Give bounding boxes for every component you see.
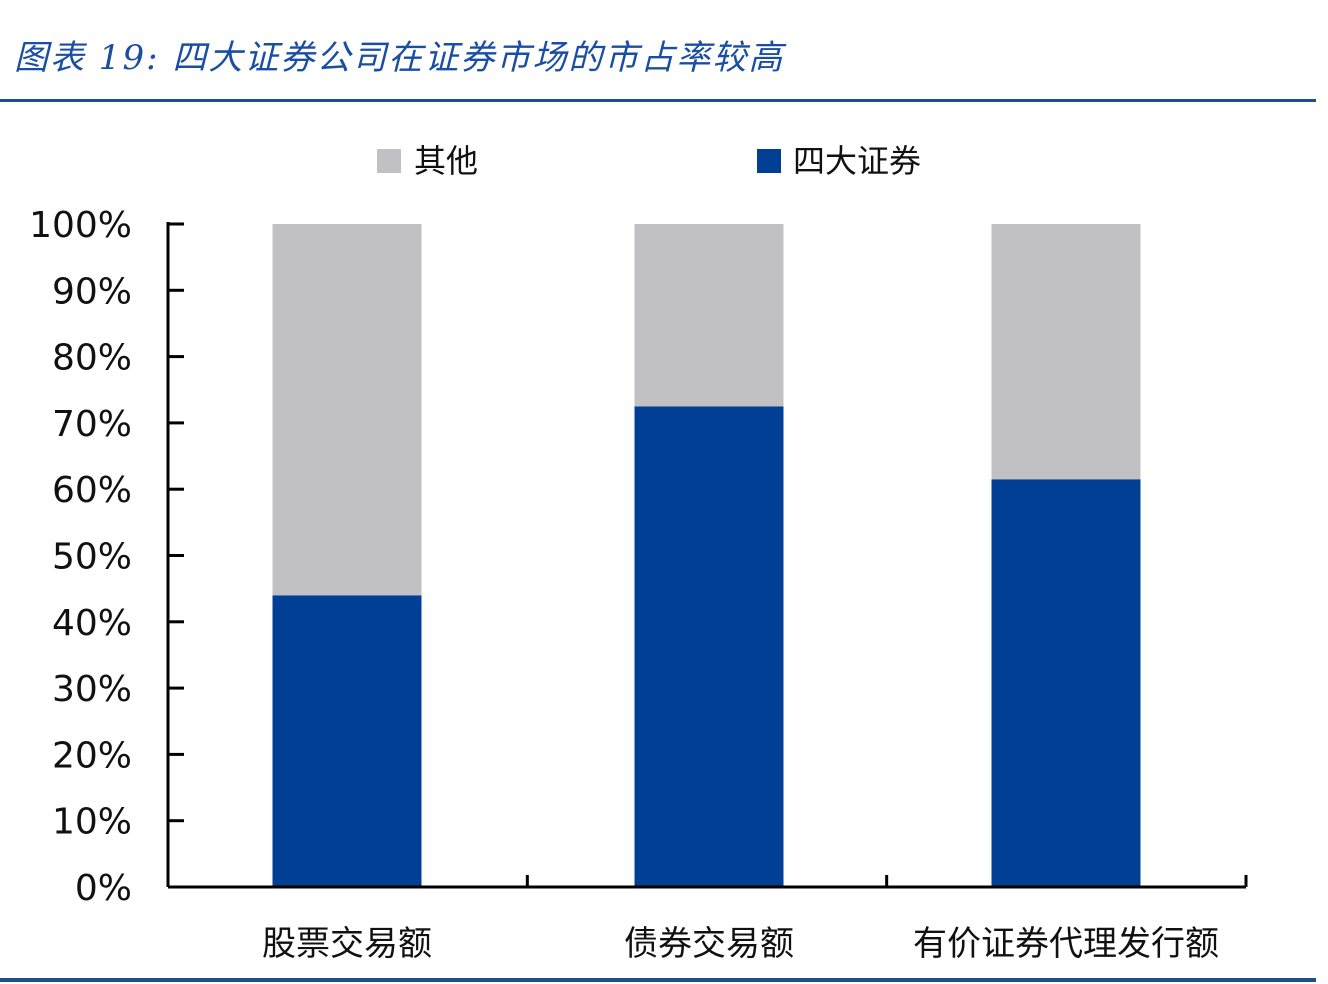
y-tick-label: 10% (52, 802, 132, 843)
y-tick-label: 0% (75, 868, 132, 909)
y-tick-label: 70% (52, 404, 132, 445)
y-axis: 0% 10% 20% 30% 40% 50% 60% 70% 80% 90% 100% (29, 205, 184, 909)
bar-other-2 (634, 224, 784, 407)
y-tick-label: 60% (52, 470, 132, 511)
bar-big-four-1 (272, 595, 422, 887)
title-divider (0, 99, 1316, 102)
y-tick-label: 20% (52, 735, 132, 776)
bar-other-1 (272, 224, 422, 596)
x-category-label: 债券交易额 (624, 924, 794, 964)
chart-title: 图表 19: 四大证券公司在证券市场的市占率较高 (14, 38, 785, 78)
bars (272, 224, 1141, 887)
legend-label-big-four: 四大证券 (793, 142, 921, 180)
y-tick-label: 80% (52, 338, 132, 379)
x-category-label: 有价证券代理发行额 (913, 924, 1219, 964)
legend-label-other: 其他 (414, 142, 478, 180)
legend: 其他 四大证券 (377, 142, 921, 180)
bar-big-four-3 (991, 479, 1141, 887)
y-tick-label: 50% (52, 537, 132, 578)
bar-other-3 (991, 224, 1141, 480)
bottom-divider (0, 978, 1316, 982)
bar-big-four-2 (634, 406, 784, 887)
x-category-label: 股票交易额 (262, 924, 432, 964)
y-tick-label: 100% (29, 205, 132, 246)
y-tick-label: 30% (52, 669, 132, 710)
y-tick-label: 90% (52, 271, 132, 312)
x-axis: 股票交易额 债券交易额 有价证券代理发行额 (166, 875, 1248, 964)
y-tick-label: 40% (52, 603, 132, 644)
legend-swatch-other (377, 149, 401, 173)
legend-swatch-big-four (757, 149, 781, 173)
